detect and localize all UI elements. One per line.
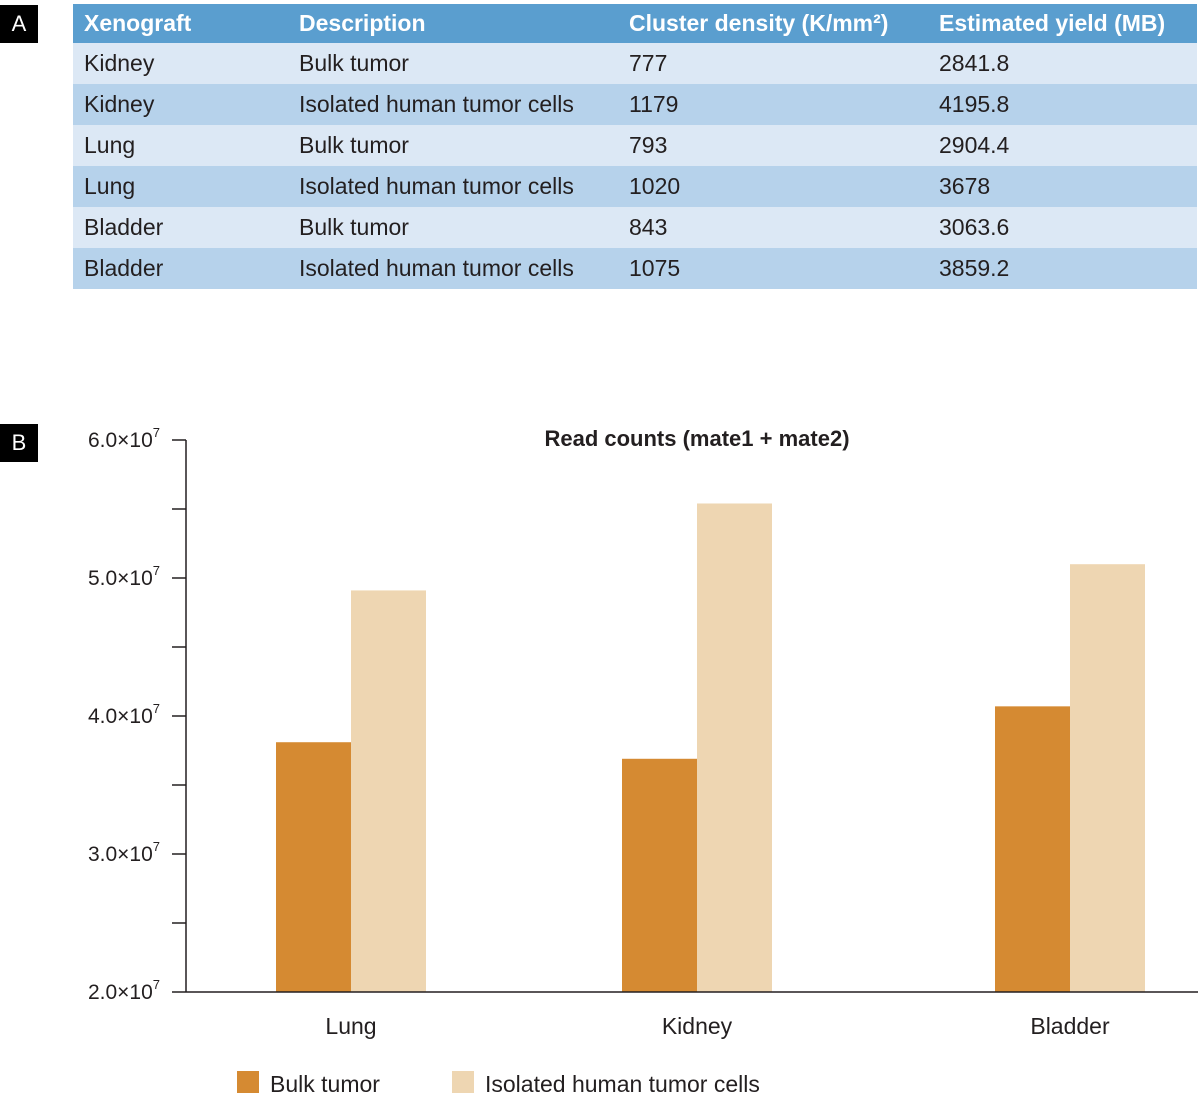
axes-group: Lung Kidney Bladder 2.0×107 3.0×107 4.0×107 5.… xyxy=(88,425,1198,1039)
column-header-description: Description xyxy=(288,4,618,43)
cell-estimated-yield: 2904.4 xyxy=(928,125,1197,166)
cell-estimated-yield: 3678 xyxy=(928,166,1197,207)
cell-cluster-density: 793 xyxy=(618,125,928,166)
column-header-xenograft: Xenograft xyxy=(73,4,288,43)
cell-cluster-density: 843 xyxy=(618,207,928,248)
legend-label-isolated-cells: Isolated human tumor cells xyxy=(485,1071,760,1095)
cell-description: Isolated human tumor cells xyxy=(288,166,618,207)
x-tick-label-bladder: Bladder xyxy=(1030,1013,1110,1039)
cell-description: Bulk tumor xyxy=(288,125,618,166)
cell-description: Bulk tumor xyxy=(288,207,618,248)
cell-cluster-density: 777 xyxy=(618,43,928,84)
panel-label-b: B xyxy=(0,424,38,462)
cell-xenograft: Kidney xyxy=(73,84,288,125)
column-header-cluster-density: Cluster density (K/mm²) xyxy=(618,4,928,43)
cell-description: Isolated human tumor cells xyxy=(288,248,618,289)
table-row: Bladder Bulk tumor 843 3063.6 xyxy=(73,207,1197,248)
legend-label-bulk-tumor: Bulk tumor xyxy=(270,1071,380,1095)
table-row: Lung Bulk tumor 793 2904.4 xyxy=(73,125,1197,166)
y-tick-label: 3.0×107 xyxy=(88,839,160,866)
cell-estimated-yield: 3859.2 xyxy=(928,248,1197,289)
bars-group xyxy=(276,503,1145,992)
legend: Bulk tumor Isolated human tumor cells xyxy=(237,1071,760,1095)
y-tick-label: 2.0×107 xyxy=(88,977,160,1004)
x-tick-label-kidney: Kidney xyxy=(662,1013,733,1039)
bar-lung-bulk-tumor xyxy=(276,742,351,992)
cell-estimated-yield: 3063.6 xyxy=(928,207,1197,248)
sequencing-metrics-table: Xenograft Description Cluster density (K… xyxy=(73,4,1197,289)
table-row: Bladder Isolated human tumor cells 1075 … xyxy=(73,248,1197,289)
cell-xenograft: Kidney xyxy=(73,43,288,84)
panel-label-a: A xyxy=(0,5,38,43)
y-tick-label: 6.0×107 xyxy=(88,425,160,452)
bar-kidney-bulk-tumor xyxy=(622,758,697,992)
bar-lung-isolated-cells xyxy=(351,590,426,992)
legend-swatch-bulk-tumor xyxy=(237,1071,259,1093)
y-tick-label: 5.0×107 xyxy=(88,563,160,590)
table-row: Kidney Isolated human tumor cells 1179 4… xyxy=(73,84,1197,125)
bar-kidney-isolated-cells xyxy=(697,503,772,992)
table-row: Kidney Bulk tumor 777 2841.8 xyxy=(73,43,1197,84)
cell-xenograft: Lung xyxy=(73,166,288,207)
cell-description: Isolated human tumor cells xyxy=(288,84,618,125)
cell-cluster-density: 1020 xyxy=(618,166,928,207)
bar-bladder-bulk-tumor xyxy=(995,706,1070,992)
y-tick-label: 4.0×107 xyxy=(88,701,160,728)
cell-estimated-yield: 4195.8 xyxy=(928,84,1197,125)
cell-xenograft: Lung xyxy=(73,125,288,166)
cell-estimated-yield: 2841.8 xyxy=(928,43,1197,84)
bar-bladder-isolated-cells xyxy=(1070,564,1145,992)
cell-cluster-density: 1075 xyxy=(618,248,928,289)
read-counts-bar-chart: Read counts (mate1 + mate2) Lung Kidney Bl… xyxy=(88,425,1198,1095)
cell-cluster-density: 1179 xyxy=(618,84,928,125)
column-header-estimated-yield: Estimated yield (MB) xyxy=(928,4,1197,43)
cell-xenograft: Bladder xyxy=(73,248,288,289)
table-row: Lung Isolated human tumor cells 1020 367… xyxy=(73,166,1197,207)
table-header-row: Xenograft Description Cluster density (K… xyxy=(73,4,1197,43)
chart-title: Read counts (mate1 + mate2) xyxy=(544,426,849,451)
legend-swatch-isolated-cells xyxy=(452,1071,474,1093)
cell-xenograft: Bladder xyxy=(73,207,288,248)
x-tick-label-lung: Lung xyxy=(325,1013,376,1039)
cell-description: Bulk tumor xyxy=(288,43,618,84)
